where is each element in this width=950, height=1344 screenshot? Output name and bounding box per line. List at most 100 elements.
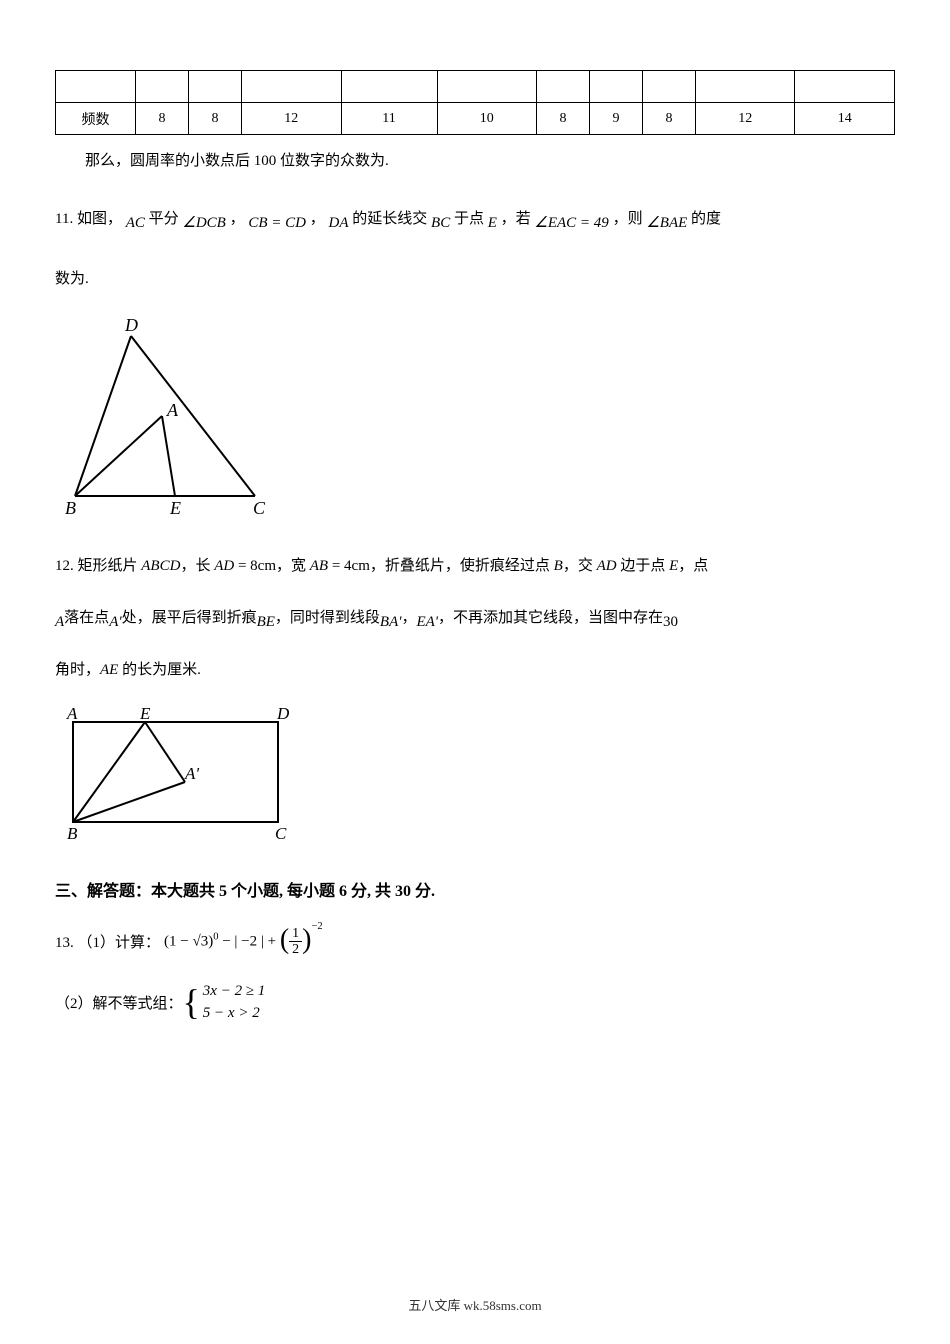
table-cell — [341, 71, 437, 103]
math-var: AD — [597, 558, 617, 574]
figure-q11: D A B E C — [55, 316, 895, 521]
table-cell: 8 — [136, 103, 189, 135]
table-cell: 8 — [189, 103, 242, 135]
q12-text: ，宽 — [276, 558, 310, 574]
math-var: AE — [100, 662, 118, 678]
label-a: A — [66, 707, 78, 723]
label-a: A — [166, 400, 179, 420]
table-cell — [136, 71, 189, 103]
q12-text: ，长 — [180, 558, 214, 574]
q11-text: ，若 — [501, 211, 531, 227]
question-12-line1: 12. 矩形纸片 ABCD，长 AD = 8cm，宽 AB = 4cm，折叠纸片… — [55, 551, 895, 581]
table-cell: 10 — [437, 103, 536, 135]
q11-text: 平分 — [149, 211, 179, 227]
figure-q12: A E D A' B C — [55, 707, 895, 847]
label-b: B — [65, 498, 76, 516]
q13-label: （2）解不等式组： — [55, 992, 183, 1013]
q12-text: 落在点 — [64, 610, 109, 626]
numerator: 1 — [289, 926, 302, 942]
math-var: BA' — [380, 614, 402, 630]
rectangle-fold-diagram: A E D A' B C — [55, 707, 295, 842]
q12-text: = 8cm — [234, 558, 276, 574]
q12-text: ，折叠纸片，使折痕经过点 — [370, 558, 554, 574]
table-cell — [189, 71, 242, 103]
table-cell — [242, 71, 341, 103]
row-label: 频数 — [56, 103, 136, 135]
math-var: E — [669, 558, 678, 574]
math-var: E — [488, 215, 497, 231]
fraction: 12 — [289, 926, 302, 958]
math-angle: ∠BAE — [646, 215, 687, 231]
table-cell: 12 — [242, 103, 341, 135]
table-cell: 12 — [696, 103, 795, 135]
math-var: AB — [310, 558, 328, 574]
math-var: B — [554, 558, 563, 574]
table-cell: 8 — [643, 103, 696, 135]
table-cell — [589, 71, 642, 103]
math-var: EA' — [416, 614, 438, 630]
question-13-part1: 13. （1）计算： (1 − √3)0 − | −2 | + (12)−2 — [55, 926, 895, 958]
table-cell: 11 — [341, 103, 437, 135]
q11-text: 于点 — [454, 211, 484, 227]
equation-1: 3x − 2 ≥ 1 — [203, 980, 266, 1003]
table-cell: 14 — [795, 103, 895, 135]
q12-text: ，交 — [563, 558, 597, 574]
math-var: BC — [431, 215, 450, 231]
math-eq: CB = CD — [248, 215, 306, 231]
math-var: BE — [257, 614, 275, 630]
comma: ， — [230, 211, 245, 227]
section-3-title: 三、解答题：本大题共 5 个小题, 每小题 6 分, 共 30 分. — [55, 877, 895, 901]
paren-left-icon: ( — [280, 924, 289, 956]
denominator: 2 — [289, 942, 302, 957]
label-b: B — [67, 824, 78, 842]
table-cell — [56, 71, 136, 103]
math-expr: (1 − √3)0 − | −2 | + (12)−2 — [164, 926, 323, 958]
q12-text: ，不再添加其它线段，当图中存在 — [438, 610, 663, 626]
q12-text: ，点 — [678, 558, 708, 574]
table-caption: 那么，圆周率的小数点后 100 位数字的众数为. — [55, 147, 895, 176]
table-cell: 9 — [589, 103, 642, 135]
label-c: C — [253, 498, 266, 516]
question-12-line3: 角时，AE 的长为厘米. — [55, 655, 895, 685]
label-e: E — [139, 707, 151, 723]
label-d: D — [276, 707, 290, 723]
q12-text: ， — [401, 610, 416, 626]
math-num: 30 — [663, 614, 678, 630]
table-row: 频数 8 8 12 11 10 8 9 8 12 14 — [56, 103, 895, 135]
table-cell — [696, 71, 795, 103]
math-var: A' — [109, 614, 121, 630]
question-11: 11. 如图， AC 平分 ∠DCB ， CB = CD ， DA 的延长线交 … — [55, 204, 895, 234]
table-cell: 8 — [536, 103, 589, 135]
q11-text: ，则 — [613, 211, 643, 227]
q12-text: ，同时得到线段 — [275, 610, 380, 626]
math-var: DA — [329, 215, 349, 231]
label-e: E — [169, 498, 181, 516]
q12-text: 12. 矩形纸片 — [55, 558, 141, 574]
math-var: AC — [126, 215, 145, 231]
system-equations: 3x − 2 ≥ 1 5 − x > 2 — [203, 980, 266, 1025]
table-cell — [643, 71, 696, 103]
math-angle: ∠EAC = 49 — [534, 215, 608, 231]
label-aprime: A' — [184, 764, 199, 783]
q12-text: 的长为厘米. — [118, 662, 201, 678]
math-var: ABCD — [141, 558, 180, 574]
math-var: AD — [214, 558, 234, 574]
table-cell — [536, 71, 589, 103]
paren-right-icon: ) — [302, 924, 311, 956]
math-angle: ∠DCB — [182, 215, 225, 231]
q12-text: 角时， — [55, 662, 100, 678]
frequency-table: 频数 8 8 12 11 10 8 9 8 12 14 — [55, 70, 895, 135]
math-var: A — [55, 614, 64, 630]
page-footer: 五八文库 wk.58sms.com — [0, 1295, 950, 1314]
label-d: D — [124, 316, 138, 335]
q11-text: 的度 — [691, 211, 721, 227]
table-cell — [795, 71, 895, 103]
table-cell — [437, 71, 536, 103]
equation-2: 5 − x > 2 — [203, 1002, 266, 1025]
q11-tail: 数为. — [55, 264, 895, 294]
expr-part: − | −2 | + — [218, 933, 279, 949]
brace-left-icon: { — [183, 984, 200, 1020]
q12-text: 边于点 — [617, 558, 670, 574]
exponent: −2 — [312, 921, 323, 932]
q11-prefix: 11. 如图， — [55, 211, 122, 227]
